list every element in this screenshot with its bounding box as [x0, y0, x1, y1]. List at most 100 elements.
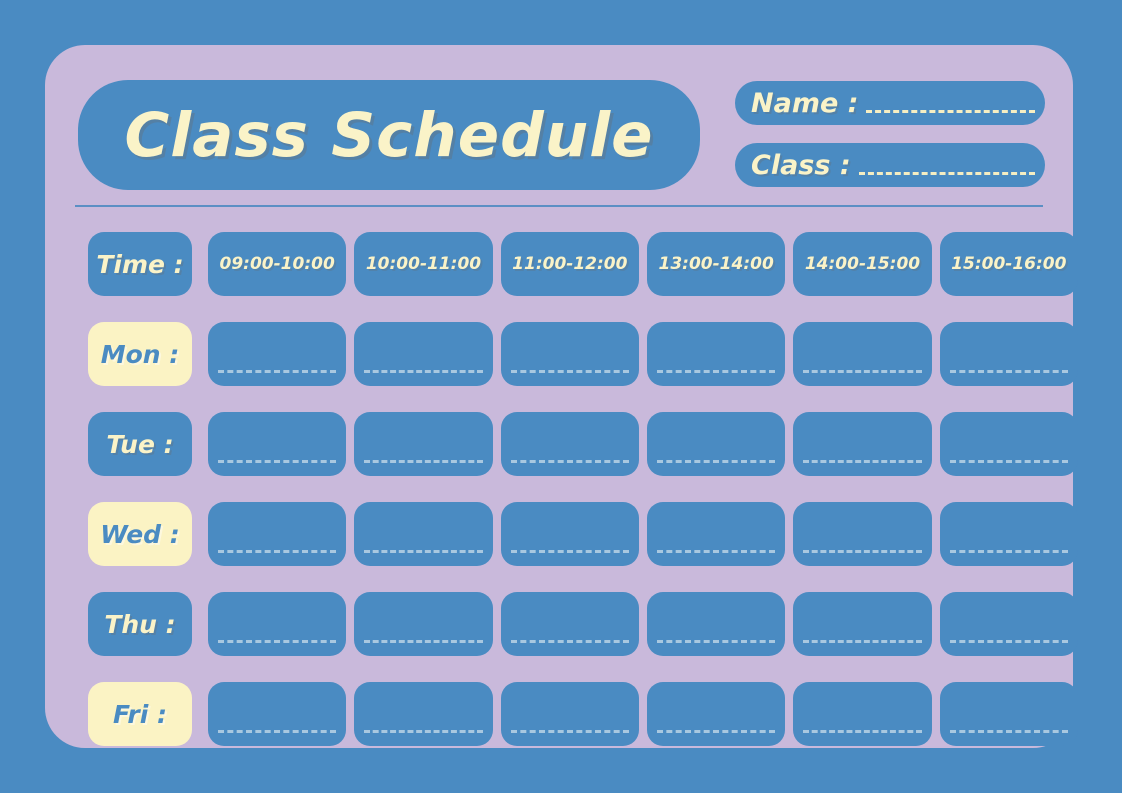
entry-writing-line	[510, 550, 629, 553]
entry-writing-line	[949, 640, 1068, 643]
time-slot-label: 11:00-12:00	[512, 254, 628, 274]
time-header-row: Time : 09:00-10:00 10:00-11:00 11:00-12:…	[88, 232, 1078, 296]
day-row-fri: Fri :	[88, 682, 1078, 746]
day-label-text: Tue :	[106, 429, 174, 459]
class-field-label: Class :	[751, 149, 851, 181]
entry-cell[interactable]	[500, 412, 639, 476]
page-title: Class Schedule	[124, 99, 654, 171]
time-slot-6: 15:00-16:00	[939, 232, 1078, 296]
class-field-writing-line[interactable]	[858, 171, 1035, 175]
time-slot-5: 14:00-15:00	[793, 232, 932, 296]
entry-cell[interactable]	[793, 682, 932, 746]
time-header-label: Time :	[96, 249, 184, 279]
entry-cell[interactable]	[646, 322, 786, 386]
entry-writing-line	[510, 370, 629, 373]
time-slot-label: 10:00-11:00	[365, 254, 482, 274]
entry-writing-line	[656, 460, 776, 463]
title-banner: Class Schedule	[78, 80, 700, 190]
entry-writing-line	[364, 640, 483, 643]
entry-cell[interactable]	[939, 592, 1078, 656]
entry-cell[interactable]	[208, 502, 347, 566]
schedule-grid: Time : 09:00-10:00 10:00-11:00 11:00-12:…	[88, 232, 1078, 746]
time-slot-cells: 09:00-10:00 10:00-11:00 11:00-12:00 13:0…	[200, 232, 1078, 296]
day-row-tue: Tue :	[88, 412, 1078, 476]
entry-cell[interactable]	[208, 682, 347, 746]
entry-writing-line	[218, 730, 337, 733]
time-slot-1: 09:00-10:00	[208, 232, 347, 296]
entry-writing-line	[949, 460, 1068, 463]
entry-writing-line	[803, 730, 922, 733]
entry-cell[interactable]	[646, 412, 786, 476]
day-label-mon: Mon :	[88, 322, 192, 386]
entry-cell[interactable]	[793, 502, 932, 566]
entry-writing-line	[803, 640, 922, 643]
entry-writing-line	[656, 370, 776, 373]
day-entry-cells	[200, 412, 1078, 476]
name-field-label: Name :	[751, 87, 859, 119]
entry-cell[interactable]	[646, 502, 786, 566]
entry-writing-line	[803, 370, 922, 373]
entry-writing-line	[364, 550, 483, 553]
entry-writing-line	[803, 460, 922, 463]
schedule-panel: Class Schedule Name : Class : Time : 09:…	[45, 45, 1078, 748]
entry-cell[interactable]	[500, 502, 639, 566]
day-label-thu: Thu :	[88, 592, 192, 656]
day-label-tue: Tue :	[88, 412, 192, 476]
entry-cell[interactable]	[646, 592, 786, 656]
entry-cell[interactable]	[500, 682, 639, 746]
entry-cell[interactable]	[208, 412, 347, 476]
entry-cell[interactable]	[354, 502, 493, 566]
time-slot-2: 10:00-11:00	[354, 232, 493, 296]
entry-cell[interactable]	[793, 322, 932, 386]
entry-cell[interactable]	[500, 592, 639, 656]
entry-writing-line	[949, 370, 1068, 373]
entry-writing-line	[364, 370, 483, 373]
time-header-cell: Time :	[88, 232, 192, 296]
entry-writing-line	[510, 640, 629, 643]
time-slot-4: 13:00-14:00	[646, 232, 786, 296]
name-field-writing-line[interactable]	[866, 109, 1035, 113]
entry-cell[interactable]	[939, 502, 1078, 566]
name-field[interactable]: Name :	[735, 81, 1045, 125]
entry-cell[interactable]	[939, 322, 1078, 386]
entry-cell[interactable]	[500, 322, 639, 386]
entry-cell[interactable]	[793, 412, 932, 476]
time-slot-label: 09:00-10:00	[219, 254, 335, 274]
time-slot-3: 11:00-12:00	[500, 232, 639, 296]
entry-cell[interactable]	[939, 682, 1078, 746]
entry-cell[interactable]	[939, 412, 1078, 476]
entry-writing-line	[656, 730, 776, 733]
header: Class Schedule Name : Class :	[45, 45, 1073, 205]
class-field[interactable]: Class :	[735, 143, 1045, 187]
entry-cell[interactable]	[208, 322, 347, 386]
entry-cell[interactable]	[354, 322, 493, 386]
time-slot-label: 14:00-15:00	[804, 254, 921, 274]
entry-writing-line	[218, 640, 337, 643]
day-row-thu: Thu :	[88, 592, 1078, 656]
day-row-wed: Wed :	[88, 502, 1078, 566]
entry-writing-line	[510, 730, 629, 733]
entry-cell[interactable]	[354, 412, 493, 476]
entry-cell[interactable]	[793, 592, 932, 656]
entry-writing-line	[364, 730, 483, 733]
entry-writing-line	[364, 460, 483, 463]
day-entry-cells	[200, 682, 1078, 746]
entry-writing-line	[949, 550, 1068, 553]
entry-cell[interactable]	[646, 682, 786, 746]
entry-cell[interactable]	[354, 682, 493, 746]
entry-writing-line	[803, 550, 922, 553]
day-label-text: Fri :	[113, 699, 167, 729]
entry-writing-line	[218, 550, 337, 553]
time-slot-label: 15:00-16:00	[951, 254, 1067, 274]
entry-writing-line	[218, 370, 337, 373]
day-label-text: Wed :	[100, 519, 180, 549]
entry-writing-line	[656, 640, 776, 643]
time-slot-label: 13:00-14:00	[658, 254, 774, 274]
entry-cell[interactable]	[354, 592, 493, 656]
header-divider	[75, 205, 1043, 207]
entry-cell[interactable]	[208, 592, 347, 656]
day-entry-cells	[200, 502, 1078, 566]
day-label-text: Thu :	[104, 609, 176, 639]
day-label-fri: Fri :	[88, 682, 192, 746]
day-row-mon: Mon :	[88, 322, 1078, 386]
